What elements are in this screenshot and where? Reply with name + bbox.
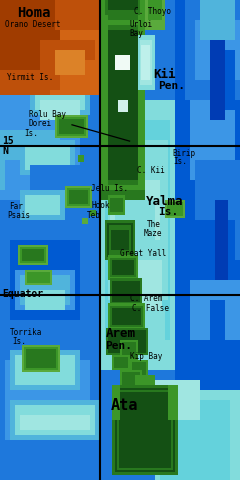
Text: Kip Bay: Kip Bay — [130, 352, 162, 360]
Text: N: N — [2, 146, 8, 156]
Text: Psais: Psais — [7, 212, 30, 220]
Text: Yirmit Is.: Yirmit Is. — [7, 73, 54, 82]
Text: Dorei: Dorei — [29, 119, 52, 128]
Text: Yalma: Yalma — [146, 194, 184, 208]
Text: Homa: Homa — [17, 6, 50, 20]
Text: Is.: Is. — [158, 207, 179, 217]
Text: 15: 15 — [2, 136, 14, 146]
Text: Kii: Kii — [154, 68, 176, 81]
Text: Rolu Bay: Rolu Bay — [29, 110, 66, 119]
Text: The: The — [146, 220, 160, 228]
Text: Equator: Equator — [2, 289, 43, 299]
Text: Hook: Hook — [91, 202, 110, 210]
Text: Pen.: Pen. — [158, 82, 185, 91]
Text: Torrika: Torrika — [10, 328, 42, 337]
Text: Is.: Is. — [24, 129, 38, 138]
Text: Pen.: Pen. — [106, 341, 132, 350]
Text: C. Thoyo: C. Thoyo — [134, 8, 171, 16]
Text: Arem: Arem — [106, 327, 136, 340]
Text: Birip: Birip — [173, 149, 196, 157]
Text: Is.: Is. — [12, 337, 26, 346]
Text: Jelu Is.: Jelu Is. — [91, 184, 128, 193]
Text: Far: Far — [10, 202, 24, 211]
Text: Orano Desert: Orano Desert — [5, 21, 60, 29]
Text: Maze: Maze — [144, 229, 162, 238]
Text: Urloi: Urloi — [130, 21, 153, 29]
Text: C. Kii: C. Kii — [137, 167, 165, 175]
Text: C. Arem: C. Arem — [130, 294, 162, 302]
Text: Bay: Bay — [130, 29, 144, 38]
Text: Teb: Teb — [86, 211, 100, 220]
Text: Great Yall: Great Yall — [120, 250, 166, 258]
Text: C. False: C. False — [132, 304, 169, 312]
Text: Is.: Is. — [173, 157, 187, 166]
Text: Ata: Ata — [110, 398, 138, 413]
